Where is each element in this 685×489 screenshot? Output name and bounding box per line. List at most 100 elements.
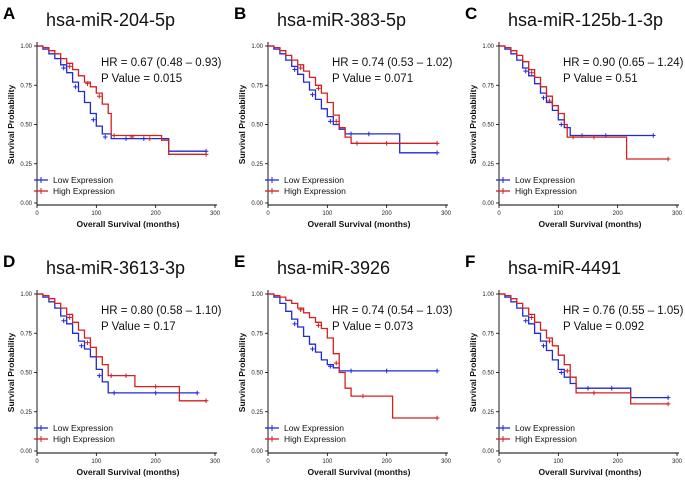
hr-annotation: HR = 0.67 (0.48 – 0.93) — [101, 57, 222, 69]
y-tick-label: 1.00 — [251, 292, 263, 298]
y-tick-label: 0.50 — [482, 123, 494, 129]
censor-mark-high — [85, 340, 90, 345]
y-tick-label: 0.75 — [482, 83, 494, 89]
censor-mark-low — [310, 92, 315, 97]
censor-mark-high — [591, 134, 597, 140]
chart-title: hsa-miR-204-5p — [46, 10, 175, 30]
censor-mark-low — [111, 390, 117, 396]
panel-label: F — [465, 252, 475, 271]
y-tick-label: 0.25 — [20, 410, 32, 416]
legend-label-high: High Expression — [53, 186, 115, 196]
censor-mark-low — [153, 390, 158, 396]
km-curve-high — [37, 293, 207, 402]
chart-title: hsa-miR-4491 — [508, 258, 621, 278]
x-tick-label: 0 — [266, 459, 270, 465]
x-tick-label: 0 — [35, 459, 39, 465]
censor-mark-low — [194, 390, 200, 396]
censor-mark-low — [73, 84, 78, 90]
y-tick-label: 0.75 — [251, 331, 263, 337]
censor-mark-high — [203, 398, 209, 404]
x-tick-label: 100 — [322, 211, 333, 217]
p-value-annotation: P Value = 0.51 — [563, 73, 638, 85]
censor-mark-low — [650, 133, 656, 138]
p-value-annotation: P Value = 0.17 — [101, 321, 176, 333]
x-axis-title: Overall Survival (months) — [539, 467, 642, 477]
legend-label-low: Low Expression — [515, 175, 575, 185]
legend-label-high: High Expression — [515, 186, 577, 196]
y-tick-label: 0.25 — [482, 162, 494, 168]
x-tick-label: 100 — [91, 211, 102, 217]
x-axis-title: Overall Survival (months) — [539, 219, 642, 229]
y-tick-label: 1.00 — [20, 292, 32, 298]
censor-mark-low — [61, 318, 66, 323]
censor-mark-high — [111, 133, 117, 138]
km-curve-high — [268, 293, 438, 419]
y-tick-label: 0.75 — [482, 331, 494, 337]
y-tick-label: 0.00 — [482, 201, 494, 207]
chart-title: hsa-miR-3613-3p — [46, 258, 185, 278]
censor-mark-low — [102, 134, 108, 140]
censor-mark-high — [547, 98, 552, 104]
x-tick-label: 0 — [35, 211, 39, 217]
x-tick-label: 300 — [441, 211, 452, 217]
censor-mark-high — [333, 360, 339, 366]
censor-mark-high — [434, 141, 440, 146]
censor-mark-low — [61, 65, 66, 71]
censor-mark-low — [434, 150, 440, 156]
censor-mark-low — [328, 119, 333, 124]
chart-title: hsa-miR-125b-1-3p — [508, 10, 663, 30]
y-tick-label: 1.00 — [482, 44, 494, 50]
km-curve-low — [268, 293, 438, 372]
legend-label-high: High Expression — [284, 434, 346, 444]
censor-mark-high — [665, 156, 671, 162]
hr-annotation: HR = 0.90 (0.65 – 1.24) — [563, 57, 684, 69]
censor-mark-high — [547, 338, 552, 344]
censor-mark-high — [316, 323, 321, 328]
censor-mark-high — [108, 373, 114, 378]
censor-mark-low — [328, 363, 333, 369]
y-axis-title: Survival Probability — [6, 85, 16, 165]
x-tick-label: 0 — [266, 211, 270, 217]
censor-mark-high — [147, 136, 153, 141]
legend-label-low: Low Expression — [284, 423, 344, 433]
censor-mark-low — [123, 136, 129, 141]
censor-mark-high — [67, 64, 72, 69]
censor-mark-low — [559, 122, 564, 127]
censor-mark-low — [79, 343, 84, 349]
hr-annotation: HR = 0.74 (0.54 – 1.03) — [332, 305, 453, 317]
censor-mark-high — [67, 315, 72, 320]
y-tick-label: 0.25 — [251, 162, 263, 168]
km-curve-high — [499, 45, 669, 160]
censor-mark-low — [609, 385, 615, 391]
y-tick-label: 0.50 — [251, 123, 263, 129]
km-curve-low — [499, 45, 654, 137]
x-axis-title: Overall Survival (months) — [77, 219, 180, 229]
y-axis-title: Survival Probability — [6, 333, 16, 413]
y-tick-label: 1.00 — [251, 44, 263, 50]
censor-mark-low — [348, 131, 354, 137]
chart-title: hsa-miR-383-5p — [277, 10, 406, 30]
y-tick-label: 0.00 — [251, 449, 263, 455]
x-tick-label: 200 — [382, 459, 393, 465]
censor-mark-high — [316, 86, 321, 91]
censor-mark-high — [97, 93, 102, 99]
x-tick-label: 0 — [497, 211, 501, 217]
y-axis-title: Survival Probability — [468, 85, 478, 165]
censor-mark-high — [360, 393, 366, 399]
x-tick-label: 300 — [672, 211, 683, 217]
legend-label-high: High Expression — [53, 434, 115, 444]
censor-mark-high — [85, 81, 90, 86]
censor-mark-high — [384, 141, 389, 146]
y-axis-title: Survival Probability — [468, 333, 478, 413]
legend-label-low: Low Expression — [515, 423, 575, 433]
x-tick-label: 100 — [91, 459, 102, 465]
y-tick-label: 0.25 — [20, 162, 32, 168]
hr-annotation: HR = 0.74 (0.53 – 1.02) — [332, 57, 453, 69]
y-tick-label: 0.00 — [20, 449, 32, 455]
x-tick-label: 200 — [613, 211, 624, 217]
panel-label: A — [3, 4, 15, 23]
x-axis-title: Overall Survival (months) — [308, 467, 411, 477]
